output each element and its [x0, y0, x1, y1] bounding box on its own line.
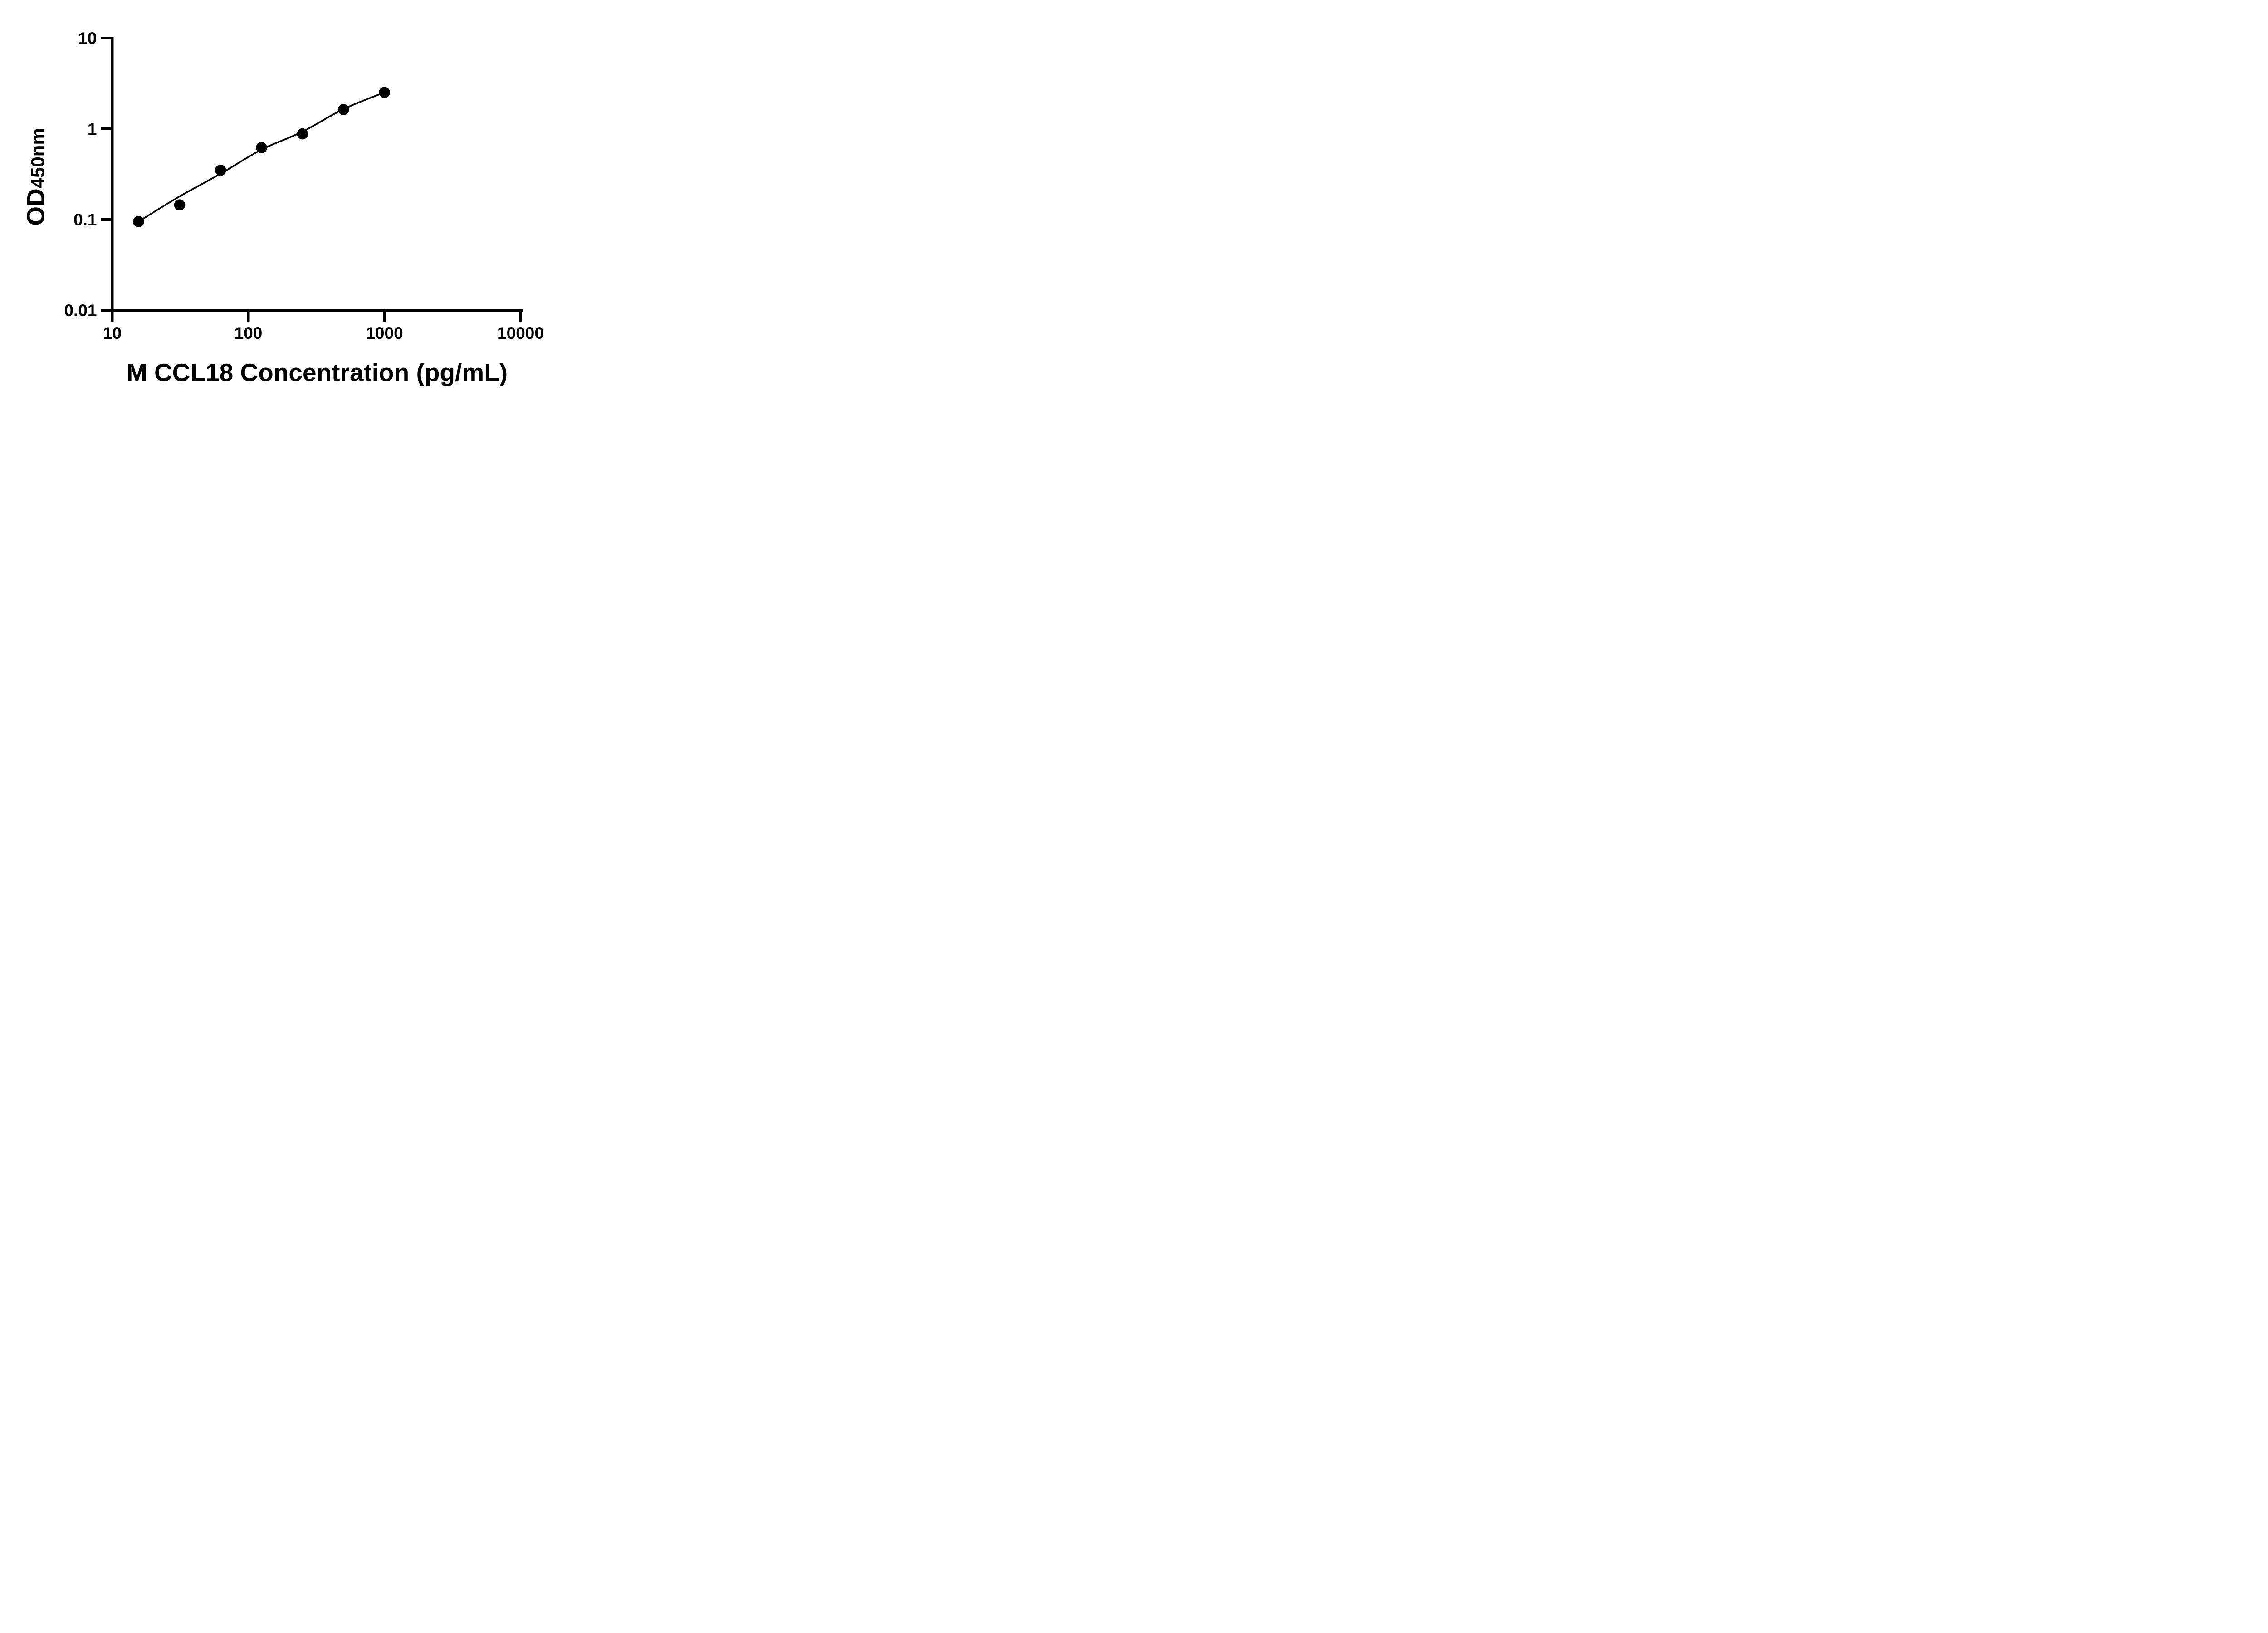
y-tick-label: 0.1 — [73, 210, 97, 229]
x-tick-label: 1000 — [366, 324, 403, 342]
data-point — [133, 216, 144, 227]
figure-canvas: 10 1 0.1 0.01 10 100 1000 10000 M CCL18 Concen… — [0, 0, 583, 408]
y-tick-label: 1 — [88, 120, 97, 138]
y-tick-label: 10 — [78, 29, 97, 48]
data-points — [133, 87, 390, 227]
x-tick-label: 10 — [103, 324, 122, 342]
y-axis-title-main: OD — [22, 188, 50, 226]
y-tick-labels: 10 1 0.1 0.01 — [64, 29, 97, 320]
data-point — [297, 128, 308, 140]
data-point — [256, 142, 267, 153]
data-point — [337, 104, 349, 115]
x-axis-title: M CCL18 Concentration (pg/mL) — [127, 358, 508, 386]
data-point — [379, 87, 390, 98]
y-axis-title-group: OD450nm — [22, 128, 50, 226]
x-tick-labels: 10 100 1000 10000 — [103, 324, 544, 342]
x-tick-label: 10000 — [497, 324, 544, 342]
axes — [101, 37, 523, 322]
y-axis-title-subscript: 450nm — [27, 128, 49, 188]
x-tick-label: 100 — [235, 324, 263, 342]
y-axis-title: OD450nm — [22, 128, 50, 226]
standard-curve-chart: 10 1 0.1 0.01 10 100 1000 10000 M CCL18 Concen… — [22, 29, 544, 386]
data-point — [174, 199, 186, 211]
data-point — [215, 164, 226, 176]
y-tick-label: 0.01 — [64, 301, 97, 320]
